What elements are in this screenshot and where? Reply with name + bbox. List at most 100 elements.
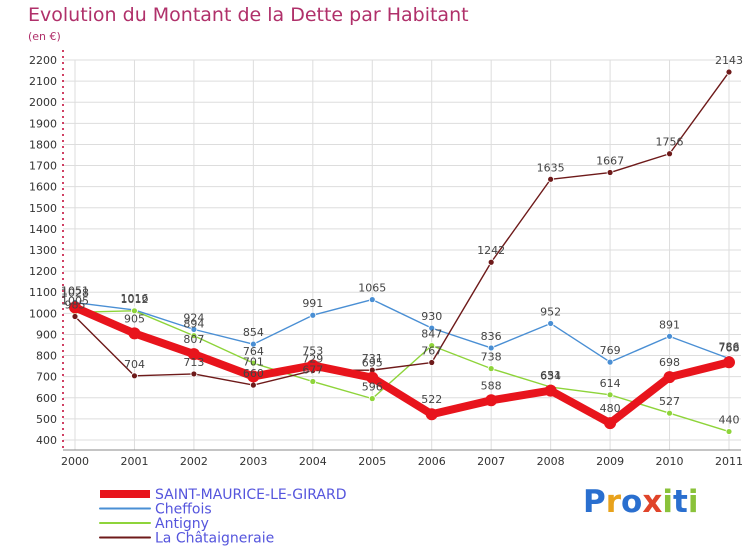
logo-letter: t bbox=[672, 484, 688, 520]
data-point bbox=[128, 327, 141, 340]
data-label: 522 bbox=[421, 393, 442, 406]
axes: 400 500 600 700 800 900 1000 1100 1200 1300 1400 15… bbox=[29, 50, 743, 468]
data-point bbox=[547, 320, 555, 327]
data-point bbox=[187, 348, 200, 361]
data-label: 985 bbox=[65, 299, 86, 312]
legend-label: La Châtaigneraie bbox=[155, 531, 274, 547]
data-label: 704 bbox=[124, 358, 145, 371]
y-tick-label: 1200 bbox=[29, 265, 57, 278]
data-point bbox=[544, 384, 557, 397]
data-point bbox=[606, 391, 614, 399]
data-point bbox=[487, 258, 495, 266]
legend: SAINT-MAURICE-LE-GIRARDCheffoisAntignyLa… bbox=[99, 487, 347, 547]
data-label: 1635 bbox=[537, 161, 565, 174]
data-label: 768 bbox=[719, 341, 740, 354]
data-label: 991 bbox=[302, 297, 323, 310]
legend-label: SAINT-MAURICE-LE-GIRARD bbox=[155, 487, 347, 503]
logo-letter: P bbox=[583, 484, 606, 520]
data-label: 2143 bbox=[715, 54, 743, 67]
data-label: 905 bbox=[124, 312, 145, 325]
y-tick-label: 1700 bbox=[29, 160, 57, 173]
series-lines bbox=[69, 68, 735, 435]
data-label: 701 bbox=[243, 355, 264, 368]
data-label: 698 bbox=[659, 356, 680, 369]
data-point bbox=[666, 332, 673, 340]
data-point bbox=[425, 408, 438, 421]
data-label: 651 bbox=[540, 369, 561, 382]
data-label: 854 bbox=[243, 326, 264, 339]
data-point bbox=[485, 394, 498, 407]
data-point bbox=[487, 365, 495, 373]
data-label: 952 bbox=[540, 305, 561, 318]
x-tick-label: 2006 bbox=[418, 455, 446, 468]
data-label: 891 bbox=[659, 318, 680, 331]
data-label: 440 bbox=[719, 414, 740, 427]
grid bbox=[63, 59, 741, 450]
data-label: 1005 bbox=[61, 294, 89, 307]
data-label: 1051 bbox=[61, 285, 89, 298]
data-point bbox=[368, 296, 376, 304]
y-tick-label: 1000 bbox=[29, 307, 57, 320]
data-point bbox=[249, 381, 257, 389]
data-label: 614 bbox=[600, 377, 621, 390]
y-tick-label: 700 bbox=[36, 371, 57, 384]
y-tick-label: 1300 bbox=[29, 244, 57, 257]
data-point bbox=[190, 332, 198, 340]
series-line-0 bbox=[71, 303, 733, 428]
data-label: 930 bbox=[421, 310, 442, 323]
x-tick-label: 2011 bbox=[715, 455, 743, 468]
logo-letter: r bbox=[605, 484, 622, 520]
data-point bbox=[71, 313, 79, 320]
x-tick-label: 2004 bbox=[299, 455, 327, 468]
data-label: 480 bbox=[600, 402, 621, 415]
data-point bbox=[604, 417, 617, 430]
x-tick-label: 2003 bbox=[239, 455, 267, 468]
data-label: 1756 bbox=[656, 136, 684, 149]
data-label: 767 bbox=[421, 345, 442, 358]
x-tick-label: 2001 bbox=[120, 455, 148, 468]
data-label: 924 bbox=[183, 311, 204, 324]
y-tick-label: 900 bbox=[36, 328, 57, 341]
data-label: 786 bbox=[719, 341, 740, 354]
data-label: 769 bbox=[600, 344, 621, 357]
data-label: 729 bbox=[302, 353, 323, 366]
data-label: 738 bbox=[481, 351, 502, 364]
y-tick-label: 1900 bbox=[29, 117, 57, 130]
data-point bbox=[487, 344, 495, 352]
data-point bbox=[666, 409, 673, 417]
logo-letter: i bbox=[662, 484, 673, 520]
data-point bbox=[368, 395, 376, 403]
data-label: 847 bbox=[421, 328, 442, 341]
data-label: 588 bbox=[481, 379, 502, 392]
x-tick-label: 2000 bbox=[61, 455, 89, 468]
data-point bbox=[725, 428, 733, 435]
chart-unit-label: (en €) bbox=[28, 30, 61, 43]
y-tick-label: 600 bbox=[36, 392, 57, 405]
data-label: 894 bbox=[183, 318, 204, 331]
x-tick-label: 2005 bbox=[358, 455, 386, 468]
data-point bbox=[428, 324, 436, 332]
logo-letter: o bbox=[621, 484, 643, 520]
data-label: 1065 bbox=[358, 282, 386, 295]
data-label: 527 bbox=[659, 395, 680, 408]
data-point bbox=[366, 371, 379, 384]
data-label: 660 bbox=[243, 367, 264, 380]
data-point bbox=[131, 372, 138, 380]
x-tick-label: 2007 bbox=[477, 455, 505, 468]
x-tick-label: 2009 bbox=[596, 455, 624, 468]
data-point bbox=[306, 359, 319, 372]
y-tick-label: 2000 bbox=[29, 96, 57, 109]
data-label: 1016 bbox=[120, 292, 148, 305]
y-tick-label: 1400 bbox=[29, 223, 57, 236]
data-point bbox=[663, 371, 676, 384]
data-point bbox=[190, 370, 198, 378]
data-point bbox=[69, 301, 81, 314]
data-point bbox=[247, 370, 260, 383]
data-point bbox=[666, 150, 673, 158]
data-label: 1242 bbox=[477, 244, 505, 257]
data-point bbox=[547, 175, 555, 183]
data-label: 764 bbox=[243, 345, 264, 358]
data-point bbox=[428, 342, 436, 350]
